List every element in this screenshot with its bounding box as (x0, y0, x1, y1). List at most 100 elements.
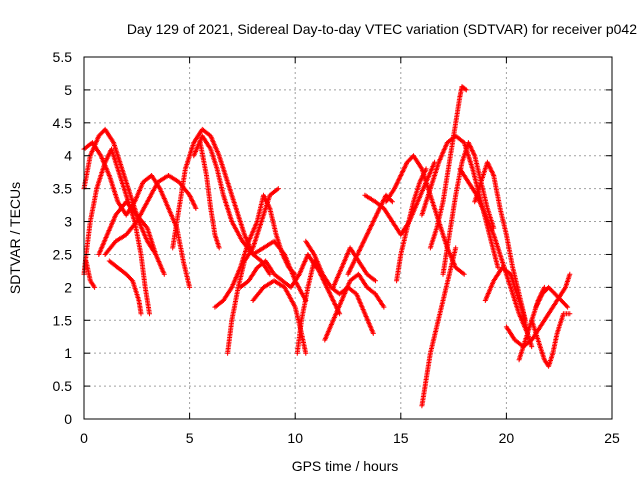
data-point-run (115, 166, 129, 197)
data-point-run (237, 279, 250, 290)
data-point-run (157, 186, 171, 210)
data-point-run (339, 279, 352, 303)
data-point-run (174, 225, 186, 262)
data-point-run (389, 219, 403, 236)
x-tick-labels: 0 5 10 15 20 25 (80, 430, 620, 446)
data-point-run (123, 220, 139, 238)
data-point-run (109, 146, 120, 170)
data-point-run (503, 232, 515, 269)
data-point-run (191, 128, 204, 146)
data-point-run (463, 87, 469, 93)
data-point-run (119, 166, 133, 197)
data-point-run (370, 207, 382, 224)
data-point-run (267, 187, 280, 198)
data-point-run (535, 286, 547, 303)
data-point-run (280, 252, 291, 269)
data-point-run (242, 246, 255, 264)
data-point-run (229, 219, 245, 243)
data-point-run (263, 258, 276, 276)
data-point-run (197, 140, 209, 177)
data-point-run (362, 311, 376, 335)
data-point-run (345, 259, 357, 277)
data-point-run (394, 253, 404, 284)
data-point-run (364, 220, 376, 238)
x-tick-label: 20 (499, 430, 515, 446)
data-point-run (339, 246, 352, 271)
data-point-run (324, 284, 336, 302)
data-point-run (330, 299, 344, 323)
data-point-run (482, 279, 496, 303)
data-point-run (214, 166, 226, 197)
data-point-run (250, 246, 265, 257)
data-point-run (132, 181, 145, 205)
data-point-run (558, 298, 570, 309)
data-point-run (111, 140, 124, 170)
data-point-run (212, 299, 225, 310)
data-point-run (427, 325, 439, 356)
x-tick-label: 5 (186, 430, 194, 446)
data-point-run (330, 266, 344, 290)
data-point-run (220, 192, 234, 223)
series-track-6 (96, 199, 167, 277)
data-point-run (208, 146, 220, 170)
data-point-run (353, 291, 367, 315)
data-point-run (267, 205, 279, 236)
data-point-run (364, 284, 377, 296)
data-point-run (138, 311, 144, 317)
series-track-19 (330, 245, 378, 290)
y-tick-label: 3 (64, 214, 72, 230)
y-tick-label: 1.5 (53, 312, 73, 328)
data-point-run (565, 304, 571, 310)
data-point-run (144, 181, 160, 205)
data-point-run (225, 319, 235, 356)
data-point-run (495, 265, 501, 271)
data-point-run (258, 194, 272, 224)
data-point-run (508, 284, 522, 315)
data-point-run (484, 205, 496, 230)
data-point-run (383, 187, 397, 205)
data-point-run (364, 271, 377, 283)
data-point-run (389, 199, 395, 205)
data-point-run (398, 227, 410, 257)
data-point-run (381, 205, 394, 223)
data-point-run (529, 344, 535, 350)
data-point-run (294, 319, 304, 356)
series-track-1 (81, 126, 159, 257)
data-point-run (153, 252, 167, 276)
series-track-22 (394, 166, 429, 284)
data-point-run (453, 265, 466, 276)
data-point-run (362, 192, 377, 204)
data-point-run (446, 194, 458, 238)
data-point-run (554, 312, 566, 336)
data-point-run (233, 205, 247, 236)
data-point-run (440, 161, 452, 205)
series-track-29 (482, 265, 535, 350)
data-point-run (83, 258, 93, 282)
chart-title: Day 129 of 2021, Sidereal Day-to-day VTE… (127, 21, 637, 37)
x-axis-label: GPS time / hours (292, 458, 399, 474)
data-point-run (237, 240, 251, 271)
data-point-run (87, 278, 97, 289)
data-point-run (440, 273, 452, 303)
y-tick-label: 5 (64, 82, 72, 98)
data-point-run (170, 207, 182, 251)
data-point-run (516, 339, 528, 363)
data-point-run (275, 186, 281, 192)
data-point-run (434, 299, 446, 330)
data-point-run (282, 284, 297, 309)
data-point-run (567, 311, 573, 317)
data-point-run (216, 153, 230, 184)
data-point-run (288, 273, 302, 290)
data-point-run (142, 284, 152, 315)
data-point-run (204, 173, 213, 210)
data-point-run (461, 271, 467, 277)
data-point-run (273, 232, 285, 256)
data-point-run (182, 141, 196, 172)
data-point-run (358, 233, 369, 251)
data-point-run (147, 311, 152, 317)
data-point-run (193, 205, 199, 211)
series-track-4 (83, 258, 98, 290)
data-point-run (229, 266, 243, 290)
data-point-run (286, 265, 297, 276)
data-point-run (567, 271, 573, 277)
